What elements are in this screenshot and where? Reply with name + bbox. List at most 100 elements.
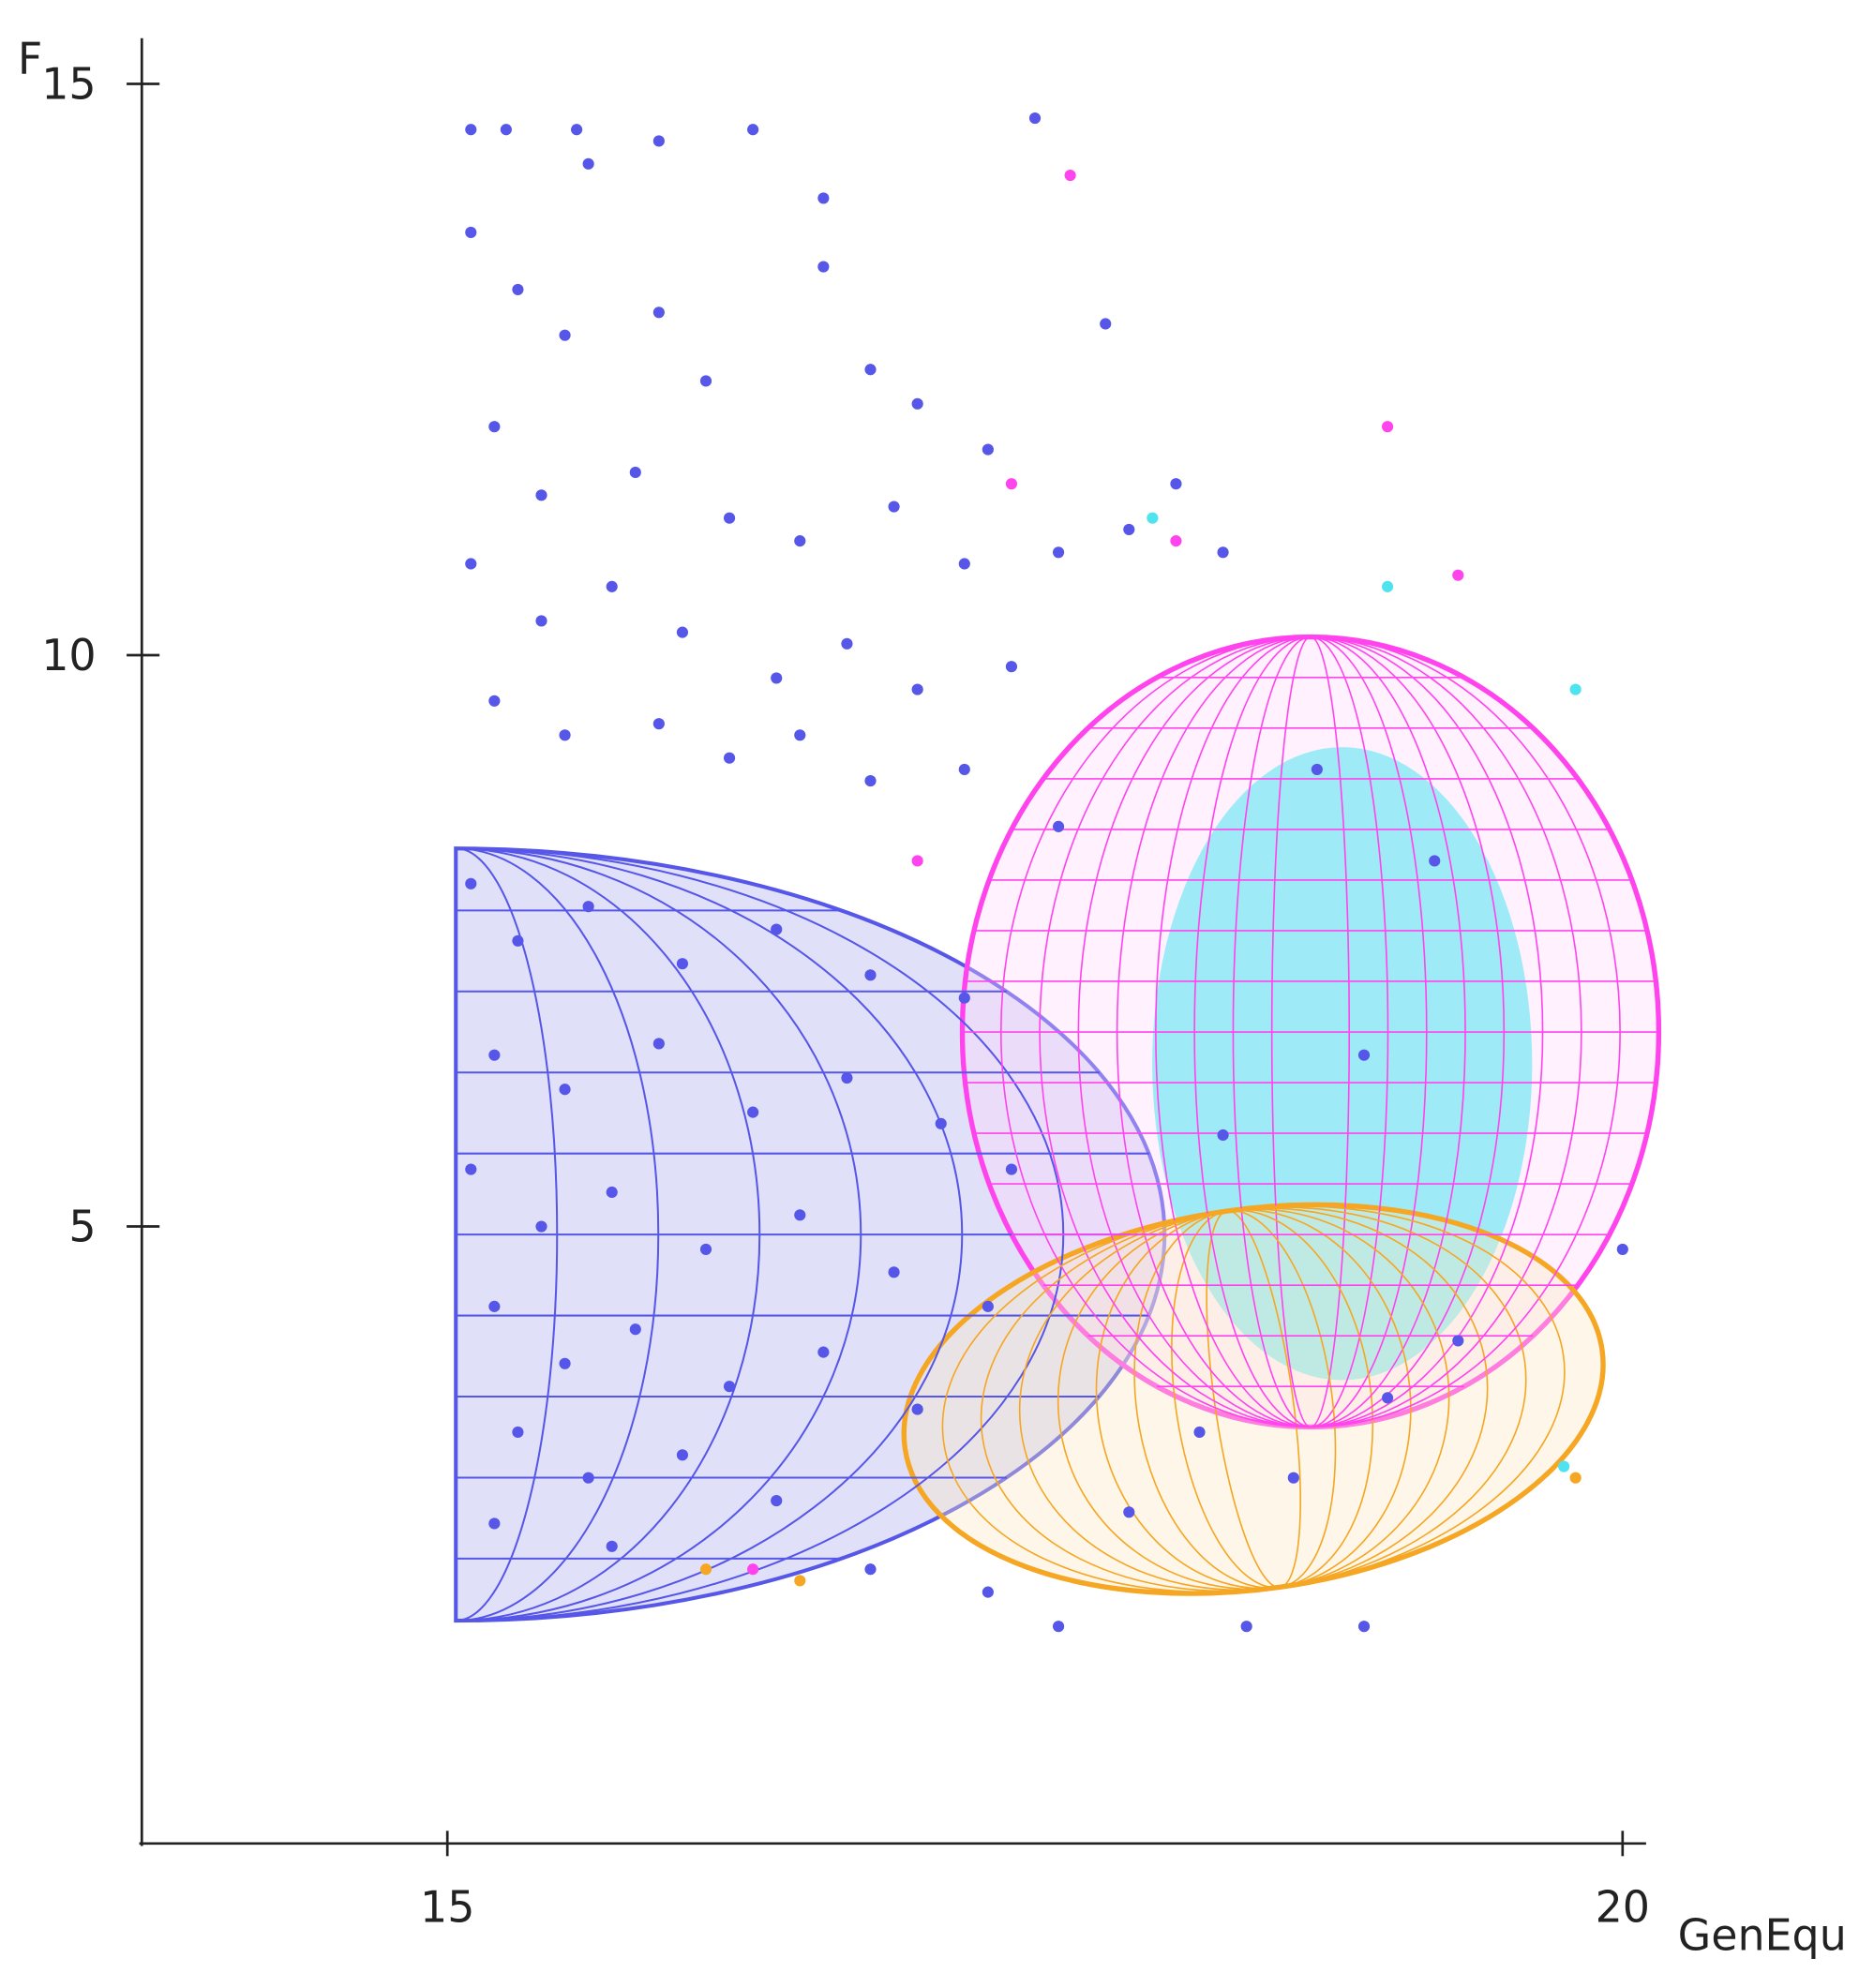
point — [794, 535, 806, 547]
point — [1005, 1163, 1018, 1175]
point — [488, 1049, 501, 1061]
point — [1569, 683, 1582, 695]
point — [888, 1266, 900, 1278]
point — [864, 775, 877, 787]
point — [982, 1586, 994, 1598]
point — [582, 157, 594, 170]
point — [500, 124, 512, 136]
y-tick-label: 10 — [41, 630, 96, 680]
point — [817, 1346, 830, 1358]
point — [535, 1220, 547, 1233]
point — [958, 992, 970, 1004]
point — [465, 1163, 477, 1175]
y-axis-title: F — [18, 34, 42, 84]
point — [1558, 1460, 1570, 1472]
point — [535, 489, 547, 501]
point — [1005, 661, 1018, 673]
point — [559, 729, 571, 741]
point — [1053, 820, 1065, 832]
point — [1382, 580, 1394, 592]
point — [911, 1403, 923, 1415]
point — [771, 672, 783, 684]
point — [864, 364, 877, 376]
point — [559, 1357, 571, 1369]
point — [652, 718, 665, 730]
point — [1147, 512, 1159, 524]
point — [559, 1084, 571, 1096]
point — [652, 306, 665, 319]
point — [935, 1117, 947, 1129]
point — [488, 1300, 501, 1312]
point — [488, 421, 501, 433]
point — [911, 683, 923, 695]
point — [1616, 1243, 1628, 1255]
wire — [941, 1204, 1566, 1593]
point — [582, 1472, 594, 1484]
point — [1100, 318, 1112, 330]
point — [1217, 1129, 1229, 1142]
point — [771, 1495, 783, 1507]
point — [1064, 169, 1076, 182]
point — [488, 695, 501, 707]
point — [652, 135, 665, 147]
point — [1287, 1472, 1299, 1484]
point — [1053, 1621, 1065, 1633]
point — [794, 1575, 806, 1587]
point — [465, 877, 477, 889]
point — [841, 1071, 853, 1084]
point — [723, 1381, 736, 1393]
y-tick-label: 15 — [41, 59, 96, 110]
point — [771, 923, 783, 935]
point — [1452, 1335, 1464, 1347]
point — [582, 901, 594, 913]
point — [747, 1563, 759, 1576]
point — [888, 501, 900, 513]
x-tick-label: 20 — [1596, 1882, 1650, 1933]
point — [676, 958, 689, 970]
point — [1217, 546, 1229, 559]
point — [512, 1426, 524, 1439]
point — [723, 752, 736, 764]
point — [1569, 1472, 1582, 1484]
point — [747, 124, 759, 136]
point — [1123, 523, 1135, 535]
point — [864, 1563, 877, 1576]
point — [1028, 112, 1042, 125]
point — [817, 261, 830, 273]
point — [1170, 535, 1182, 547]
point — [606, 1540, 618, 1552]
point — [747, 1106, 759, 1118]
point — [864, 969, 877, 981]
point — [606, 1186, 618, 1199]
point — [699, 1243, 712, 1255]
point — [465, 226, 477, 239]
cluster-ellipsoids — [454, 634, 1662, 1623]
point — [911, 855, 923, 867]
x-tick-label: 15 — [420, 1882, 474, 1933]
point — [911, 397, 923, 410]
point — [1357, 1621, 1371, 1633]
point — [1429, 855, 1441, 867]
point — [982, 443, 994, 456]
point — [982, 1300, 994, 1312]
point — [1123, 1506, 1135, 1518]
point — [676, 1449, 689, 1461]
point — [1357, 1049, 1371, 1061]
y-tick-label: 5 — [68, 1202, 96, 1252]
point — [465, 124, 477, 136]
point — [1382, 421, 1394, 433]
point — [1452, 569, 1464, 581]
point — [723, 512, 736, 524]
point — [629, 1323, 641, 1336]
x-axis-title: GenEqu — [1678, 1909, 1847, 1960]
cyan-ellipsoid — [1152, 747, 1533, 1381]
point — [699, 375, 712, 387]
point — [512, 283, 524, 296]
point — [794, 1209, 806, 1221]
point — [1170, 478, 1182, 490]
point — [1311, 763, 1323, 775]
point — [958, 763, 970, 775]
point — [841, 637, 853, 650]
